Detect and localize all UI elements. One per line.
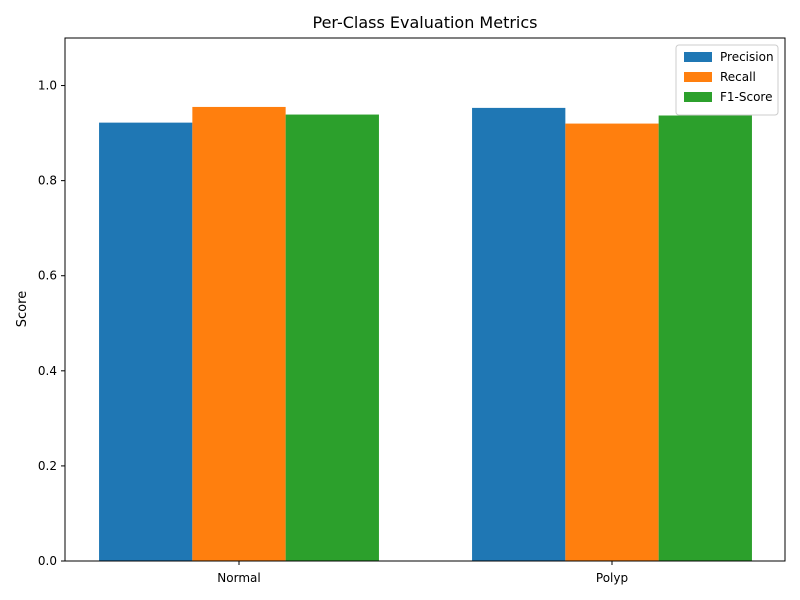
y-tick-label: 0.8 [38, 174, 57, 188]
y-tick-label: 0.4 [38, 364, 57, 378]
legend-label-recall: Recall [720, 70, 756, 84]
legend-label-f1-score: F1-Score [720, 90, 772, 104]
bar-f1-score-normal [285, 114, 379, 562]
y-axis-label: Score [15, 291, 30, 327]
x-tick-label-normal: Normal [217, 571, 260, 585]
legend: Precision Recall F1-Score [675, 44, 779, 116]
bar-recall-polyp [565, 123, 659, 561]
plot-frame [64, 37, 786, 562]
y-axis: 0.0 0.2 0.4 0.6 0.8 1.0 [38, 79, 65, 568]
legend-label-precision: Precision [720, 50, 774, 64]
x-tick-label-polyp: Polyp [596, 571, 628, 585]
bar-precision-polyp [472, 107, 566, 561]
legend-swatch-f1-score [684, 92, 712, 102]
chart-title: Per-Class Evaluation Metrics [312, 13, 537, 32]
bar-recall-normal [192, 106, 286, 561]
bar-precision-normal [99, 122, 193, 561]
y-tick-label: 0.6 [38, 269, 57, 283]
bar-f1-score-polyp [658, 115, 752, 561]
legend-swatch-recall [684, 72, 712, 82]
y-tick-label: 1.0 [38, 79, 57, 93]
y-tick-label: 0.2 [38, 459, 57, 473]
legend-swatch-precision [684, 52, 712, 62]
x-axis: Normal Polyp [217, 561, 628, 585]
bars-group [99, 106, 752, 562]
y-tick-label: 0.0 [38, 554, 57, 568]
